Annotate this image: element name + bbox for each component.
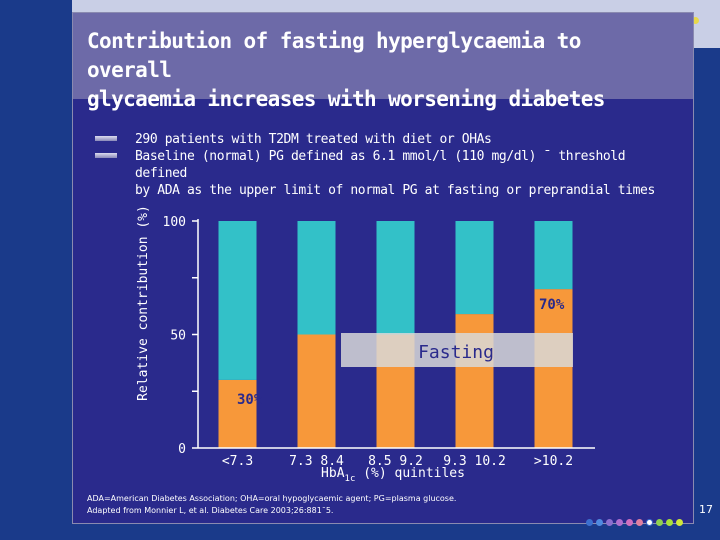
annotation-30-percent: 30% [237, 392, 263, 408]
slide-title: Contribution of fasting hyperglycaemia t… [87, 27, 647, 114]
page-number: 17 [699, 503, 713, 516]
title-line-2: glycaemia increases with worsening diabe… [87, 87, 605, 111]
bottom-dots-decoration [586, 519, 683, 526]
x-tick-label: <7.3 [222, 454, 253, 469]
title-bar: Contribution of fasting hyperglycaemia t… [73, 13, 693, 111]
bullet-marker [95, 136, 117, 141]
x-tick-label: >10.2 [534, 454, 573, 469]
bar-postprandial [534, 221, 573, 290]
legend-fasting-label: Fasting [418, 342, 494, 363]
decor-dot [636, 519, 643, 526]
footnote-line-1: ADA=American Diabetes Association; OHA=o… [87, 494, 457, 503]
decor-dot [596, 519, 603, 526]
title-line-1: Contribution of fasting hyperglycaemia t… [87, 29, 581, 82]
decor-dot [676, 519, 683, 526]
y-tick-label: 100 [163, 215, 186, 230]
bullet-text: 290 patients with T2DM treated with diet… [135, 132, 492, 147]
x-tick-label: 7.3 8.4 [289, 454, 344, 469]
left-margin [0, 0, 72, 540]
bar-fasting [534, 289, 573, 448]
bullet-marker [95, 153, 117, 158]
decor-dot [586, 519, 593, 526]
bullet-text: by ADA as the upper limit of normal PG a… [135, 183, 655, 198]
decor-dot [646, 519, 653, 526]
bar-postprandial [455, 221, 494, 315]
decor-dot [692, 17, 699, 24]
bullet-text: Baseline (normal) PG defined as 6.1 mmol… [135, 149, 626, 181]
slide: Contribution of fasting hyperglycaemia t… [72, 12, 694, 524]
x-tick-label: 8.5 9.2 [368, 454, 423, 469]
footnote-line-2: Adapted from Monnier L, et al. Diabetes … [87, 506, 334, 515]
bullet-item: 290 patients with T2DM treated with diet… [93, 131, 683, 148]
legend-box [341, 333, 573, 367]
decor-dot [656, 519, 663, 526]
stacked-bar-chart: Relative contribution (%) <7.3 7.3 8.4 8.5… [136, 205, 595, 484]
decor-dot [626, 519, 633, 526]
bullet-continuation: by ADA as the upper limit of normal PG a… [93, 182, 683, 199]
decor-dot [606, 519, 613, 526]
x-tick-label: 9.3 10.2 [443, 454, 506, 469]
decor-dot [666, 519, 673, 526]
y-tick-label: 0 [178, 442, 186, 457]
footnote: ADA=American Diabetes Association; OHA=o… [87, 493, 677, 517]
bar-postprandial [297, 221, 336, 335]
annotation-70-percent: 70% [539, 297, 565, 313]
bullet-list: 290 patients with T2DM treated with diet… [93, 131, 683, 199]
x-axis-title: HbA1c (%) quintiles [321, 466, 465, 484]
decor-dot [616, 519, 623, 526]
bar-postprandial [218, 221, 257, 380]
y-axis-label: Relative contribution (%) [136, 205, 151, 401]
bar-fasting [297, 334, 336, 448]
bar-fasting [218, 379, 257, 448]
bullet-item: Baseline (normal) PG defined as 6.1 mmol… [93, 148, 683, 182]
y-tick-label: 50 [170, 329, 186, 344]
bar-postprandial [376, 221, 415, 335]
